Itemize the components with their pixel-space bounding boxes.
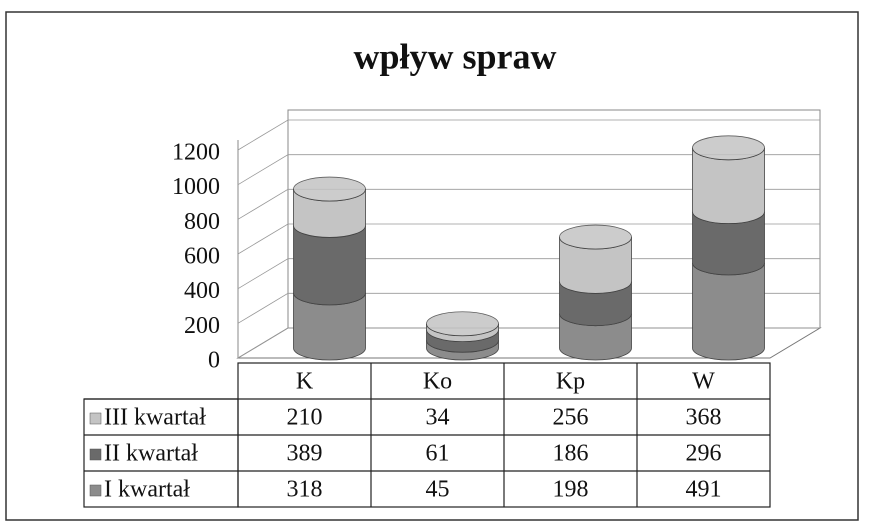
- x-tick-label: W: [692, 369, 715, 395]
- table-value: 296: [686, 441, 722, 467]
- bar: [692, 262, 765, 361]
- legend-key: [89, 412, 102, 425]
- bar-top: [692, 135, 765, 161]
- bar-top: [293, 176, 366, 202]
- table-value: 389: [287, 441, 323, 467]
- back-wall: [287, 109, 821, 328]
- table-value: 491: [686, 477, 722, 503]
- grid-line: [237, 258, 820, 290]
- grid-line: [237, 327, 820, 359]
- chart-title: wpływ spraw: [353, 36, 556, 76]
- table-value: 198: [553, 477, 589, 503]
- y-tick-label: 1000: [172, 174, 220, 200]
- legend-key: [89, 448, 102, 461]
- legend-key: [89, 484, 102, 497]
- y-tick-label: 600: [184, 244, 220, 270]
- grid-line: [237, 119, 820, 151]
- bar-top: [426, 311, 499, 337]
- chart-frame: [5, 11, 859, 521]
- table-value: 368: [686, 405, 722, 431]
- grid-line: [237, 154, 820, 186]
- y-tick-label: 400: [184, 278, 220, 304]
- table-value: 45: [426, 477, 450, 503]
- grid-line: [237, 292, 820, 324]
- y-tick-label: 0: [208, 348, 220, 374]
- legend-label: I kwartał: [104, 477, 190, 503]
- grid-line: [237, 223, 820, 255]
- table-value: 34: [426, 405, 450, 431]
- y-tick-label: 200: [184, 313, 220, 339]
- grid-line: [237, 188, 820, 220]
- bar-top: [559, 224, 632, 250]
- table-value: 186: [553, 441, 589, 467]
- x-tick-label: Kp: [556, 369, 585, 395]
- y-tick-label: 800: [184, 209, 220, 235]
- legend-label: II kwartał: [104, 441, 198, 467]
- table-value: 256: [553, 405, 589, 431]
- x-tick-label: Ko: [423, 369, 452, 395]
- y-tick-label: 1200: [172, 140, 220, 166]
- legend-label: III kwartał: [104, 405, 206, 431]
- table-value: 210: [287, 405, 323, 431]
- table-value: 318: [287, 477, 323, 503]
- x-tick-label: K: [296, 369, 314, 395]
- table-value: 61: [426, 441, 450, 467]
